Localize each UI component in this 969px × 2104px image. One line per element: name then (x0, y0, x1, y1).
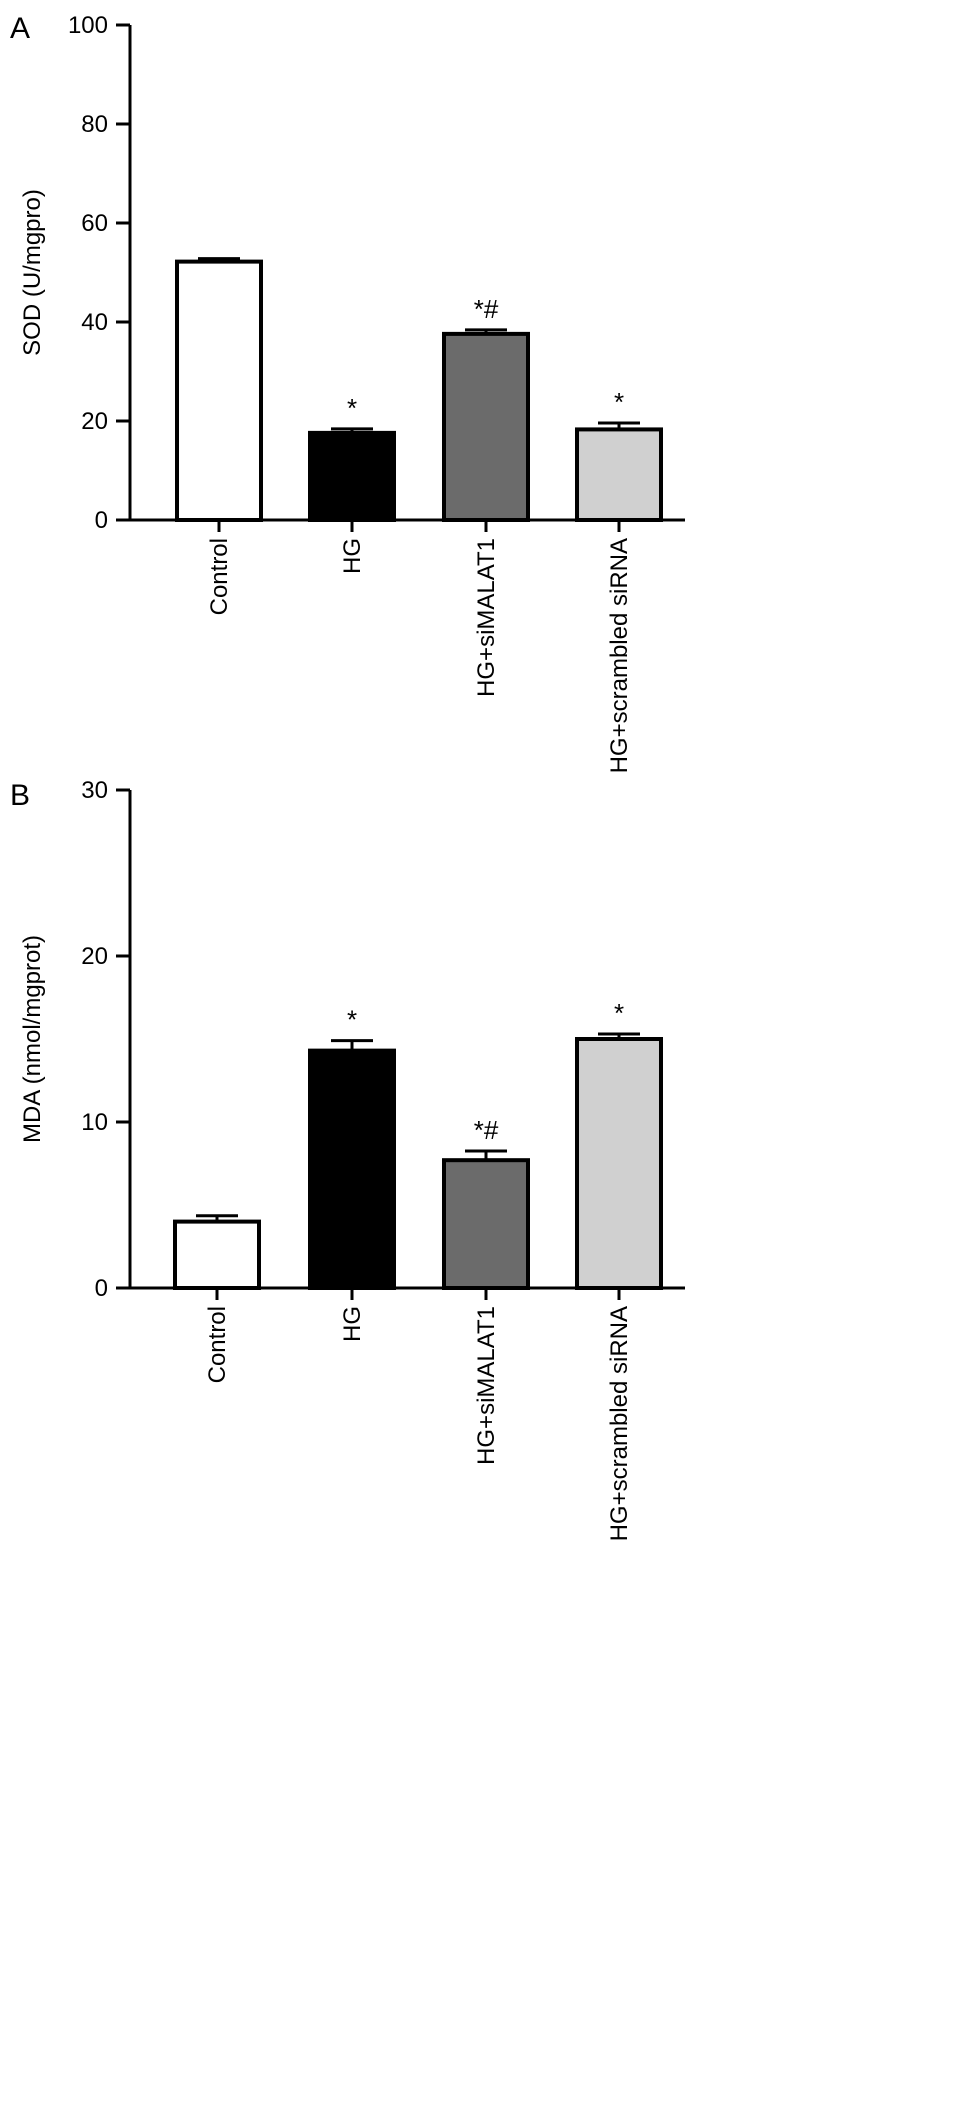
x-category-label: Control (204, 1306, 231, 1383)
bar (308, 430, 396, 523)
significance-label: *# (474, 294, 499, 324)
y-tick-label: 20 (81, 408, 108, 435)
x-category-label: HG+scrambled siRNA (606, 538, 633, 773)
chart-panel-a: A 0 20 40 60 80 100 SOD (U/mgpro) Control * HG *# HG… (10, 12, 685, 773)
y-axis-title: MDA (nmol/mgprot) (19, 935, 46, 1143)
significance-label: * (347, 393, 357, 423)
x-category-label: HG+siMALAT1 (473, 1306, 500, 1465)
x-category-label: HG (339, 538, 366, 574)
y-tick-label: 100 (68, 12, 108, 39)
significance-label: * (614, 387, 624, 417)
y-tick-label: 60 (81, 210, 108, 237)
bar (175, 259, 263, 522)
y-axis-title: SOD (U/mgpro) (19, 189, 46, 356)
bar (308, 1048, 396, 1290)
y-tick-label: 0 (95, 507, 108, 534)
y-tick-label: 30 (81, 777, 108, 804)
bar (575, 427, 663, 523)
y-tick-label: 20 (81, 943, 108, 970)
significance-label: * (614, 998, 624, 1028)
x-category-label: Control (206, 538, 233, 615)
y-tick-label: 40 (81, 309, 108, 336)
panel-letter: A (10, 12, 30, 45)
y-tick-label: 10 (81, 1109, 108, 1136)
bar (173, 1219, 261, 1290)
y-tick-label: 0 (95, 1275, 108, 1302)
bar (442, 331, 530, 522)
x-category-label: HG+scrambled siRNA (606, 1306, 633, 1541)
x-category-label: HG+siMALAT1 (473, 538, 500, 697)
chart-panel-b: B 0 10 20 30 MDA (nmol/mgprot) Control * HG *# HG+… (10, 777, 685, 1541)
bar (575, 1037, 663, 1290)
y-tick-label: 80 (81, 111, 108, 138)
x-category-label: HG (339, 1306, 366, 1342)
significance-label: *# (474, 1115, 499, 1145)
panel-letter: B (10, 779, 30, 812)
bar (442, 1158, 530, 1291)
significance-label: * (347, 1005, 357, 1035)
